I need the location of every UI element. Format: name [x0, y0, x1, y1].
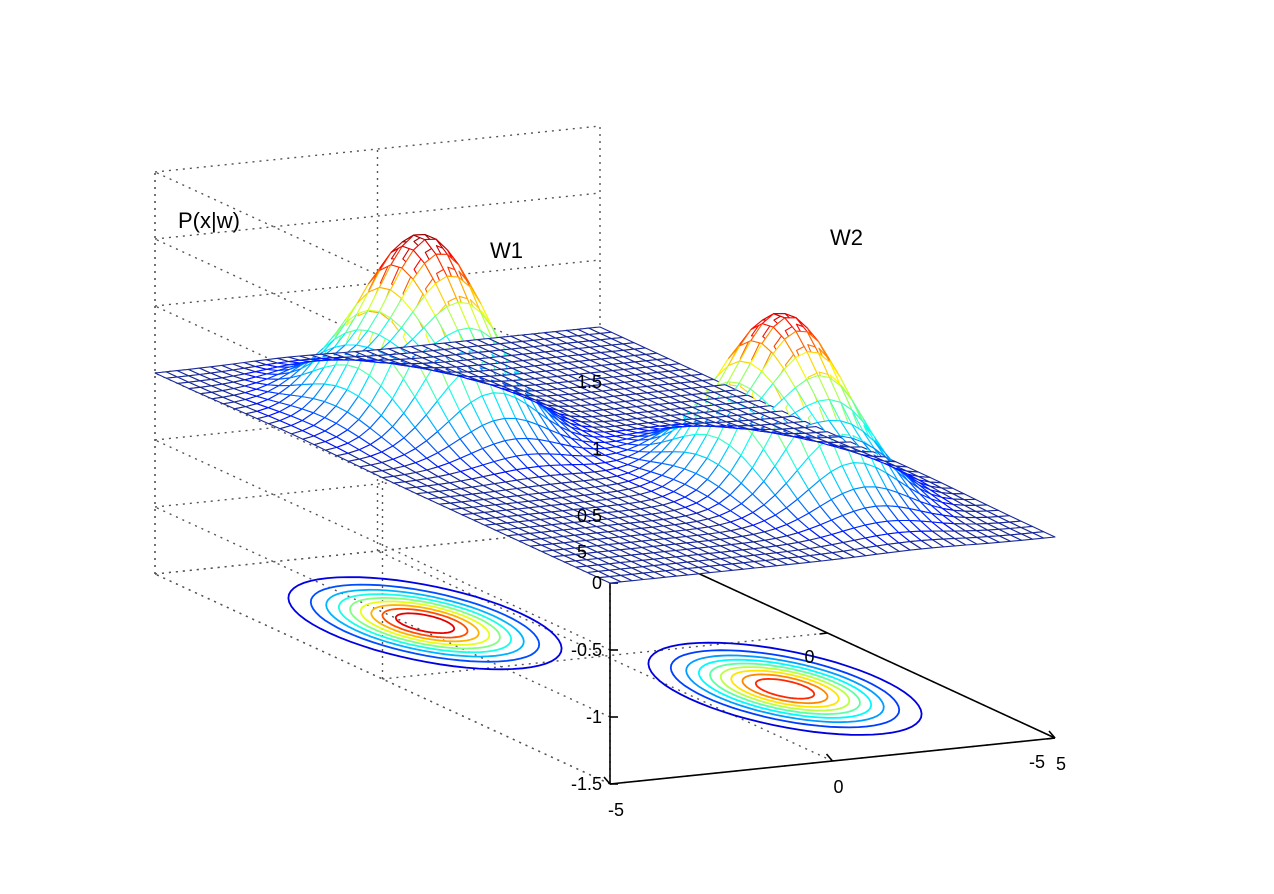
contour-line-1	[325, 588, 525, 658]
y-tick-mark	[819, 632, 828, 635]
contour-line-2	[709, 662, 861, 716]
contour-line-2	[647, 641, 923, 736]
grid-line	[154, 259, 601, 307]
contour-line-1	[370, 604, 480, 643]
x-tick-label: 0	[833, 777, 843, 797]
contour-line-2	[741, 673, 829, 705]
y-tick-label: 0	[804, 647, 814, 667]
z-axis-label: P(x|w)	[178, 208, 240, 233]
x-tick-mark	[1048, 730, 1056, 739]
contour-line-1	[394, 612, 456, 635]
contour-line-2	[697, 658, 873, 719]
contour-line-2	[669, 649, 901, 729]
contour-line-1	[309, 583, 541, 663]
contour-line-2	[719, 666, 851, 712]
grid-line	[154, 125, 601, 173]
z-tick-label: -0.5	[571, 640, 602, 660]
z-tick-label: 1	[592, 439, 602, 459]
contour-line-1	[287, 576, 563, 671]
z-tick-label: 0	[592, 573, 602, 593]
contour-line-2	[685, 654, 885, 724]
contour-line-2	[730, 669, 840, 708]
mesh-cell	[1031, 531, 1056, 539]
contour-line-2	[754, 677, 816, 700]
y-tick-mark	[1046, 737, 1056, 740]
y-tick-label: 5	[577, 542, 587, 562]
x-tick-label: -5	[608, 800, 624, 820]
x-tick-mark	[825, 753, 834, 762]
z-tick-label: -1	[586, 707, 602, 727]
z-tick-label: -1.5	[571, 774, 602, 794]
grid-line	[382, 632, 828, 680]
contour-line-1	[337, 593, 513, 654]
surface-mesh	[154, 234, 1056, 584]
contour-line-1	[381, 607, 469, 639]
contour-line-1	[349, 596, 501, 650]
x-tick-label: 5	[1056, 754, 1066, 774]
z-tick-label: 0.5	[577, 506, 602, 526]
peak-label-w2: W2	[830, 225, 863, 250]
x-tick-mark	[603, 776, 611, 785]
contour-projection	[287, 576, 923, 736]
z-tick-label: 1.5	[577, 372, 602, 392]
contour-line-1	[359, 600, 491, 646]
peak-label-w1: W1	[490, 238, 523, 263]
grid-line	[377, 550, 833, 762]
grid-line	[154, 192, 601, 240]
y-tick-label: -5	[1029, 752, 1045, 772]
